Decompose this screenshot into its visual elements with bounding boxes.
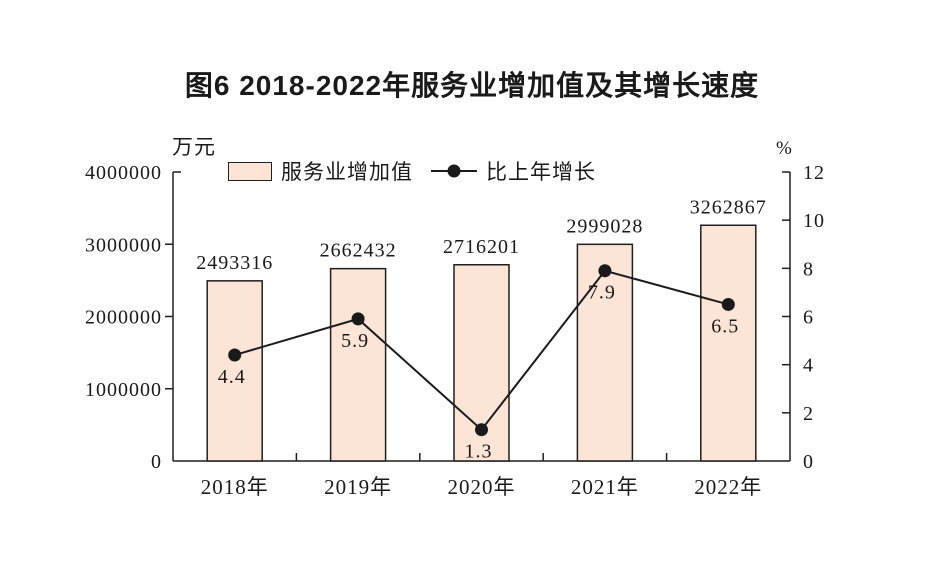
- data-point-2019年: [351, 312, 365, 326]
- x-axis-label: 2022年: [694, 475, 762, 499]
- point-value-label: 6.5: [711, 315, 739, 337]
- legend-item-line-series: 比上年增长: [431, 156, 596, 186]
- bar-swatch-icon: [228, 161, 272, 181]
- data-point-2018年: [228, 348, 242, 362]
- right-axis-tick-label: 6: [803, 307, 814, 329]
- data-point-2021年: [598, 264, 612, 278]
- bar-2021年: [576, 243, 634, 462]
- bar-value-label: 3262867: [690, 196, 767, 218]
- right-axis-tick-label: 4: [803, 355, 814, 377]
- right-axis-tick-label: 0: [803, 451, 814, 473]
- right-axis-unit-label: %: [776, 138, 792, 159]
- legend-label-line-series: 比上年增长: [486, 160, 596, 184]
- bar-value-label: 2999028: [566, 215, 643, 237]
- line-dot-marker-icon: [431, 164, 477, 178]
- data-point-2022年: [721, 297, 735, 311]
- x-axis-label: 2020年: [448, 475, 516, 499]
- bar-value-label: 2493316: [196, 252, 273, 274]
- point-value-label: 7.9: [588, 282, 616, 304]
- left-axis-tick-label: 0: [151, 451, 162, 473]
- bar-value-label: 2716201: [443, 236, 520, 258]
- bar-value-label: 2662432: [320, 240, 397, 262]
- right-axis-tick-label: 2: [803, 403, 814, 425]
- legend-item-bar-series: 服务业增加值: [228, 156, 413, 186]
- bar-2022年: [700, 224, 757, 462]
- data-point-2020年: [475, 423, 488, 437]
- left-axis-tick-label: 2000000: [85, 307, 162, 329]
- point-value-label: 1.3: [465, 441, 493, 463]
- right-axis-tick-label: 10: [803, 210, 825, 232]
- left-axis-tick-label: 4000000: [85, 162, 162, 184]
- left-axis-tick-label: 3000000: [85, 234, 162, 256]
- x-axis-label: 2021年: [571, 475, 639, 499]
- line-dot-icon: [447, 164, 461, 178]
- right-axis-tick-label: 12: [803, 162, 825, 184]
- bar-2019年: [329, 267, 387, 462]
- point-value-label: 5.9: [341, 330, 369, 352]
- legend-label-bar-series: 服务业增加值: [281, 160, 413, 184]
- chart-title: 图6 2018-2022年服务业增加值及其增长速度: [184, 70, 760, 101]
- left-axis-tick-label: 1000000: [85, 379, 162, 401]
- x-axis-label: 2018年: [201, 475, 269, 499]
- legend: 服务业增加值 比上年增长: [228, 156, 596, 186]
- point-value-label: 4.4: [218, 366, 246, 388]
- bar-2018年: [206, 280, 263, 462]
- right-axis-tick-label: 8: [803, 258, 814, 280]
- left-axis-unit-label: 万元: [172, 135, 216, 159]
- x-axis-label: 2019年: [324, 475, 392, 499]
